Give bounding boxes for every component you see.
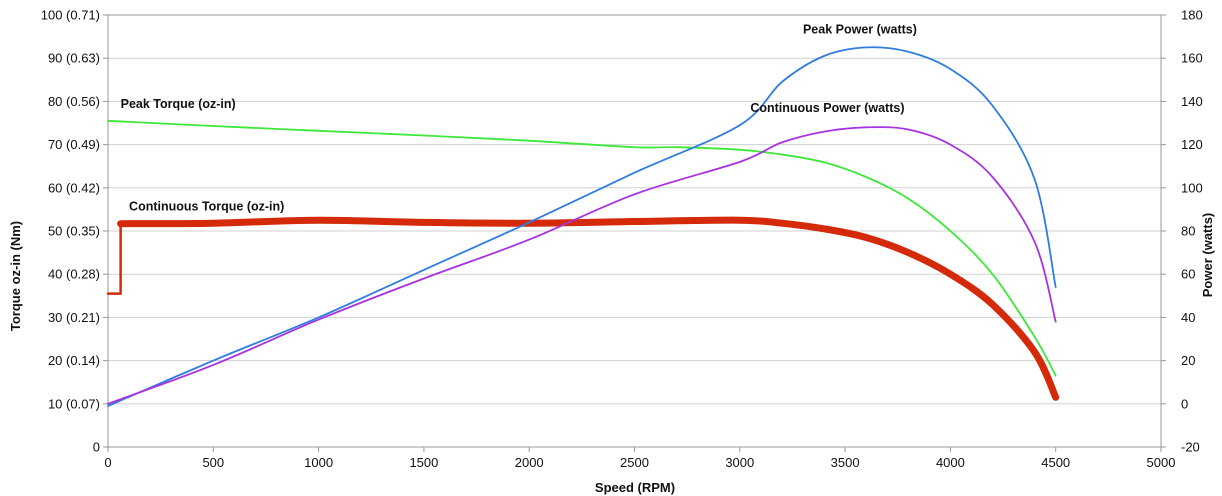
- left-tick-label: 50 (0.35): [48, 224, 100, 239]
- right-tick-label: 100: [1181, 180, 1203, 195]
- left-tick-label: 0: [93, 440, 100, 455]
- right-axis-ticks: -20 0 20 40 60 80 100 120 140 160 180: [1161, 8, 1203, 455]
- left-axis-ticks: 0 10 (0.07) 20 (0.14) 30 (0.21) 40 (0.28) 50 …: [41, 8, 108, 455]
- annotation-peak-torque-oz-in: Peak Torque (oz-in): [121, 97, 236, 111]
- x-tick-label: 0: [104, 455, 111, 470]
- left-tick-label: 10 (0.07): [48, 396, 100, 411]
- left-tick-label: 20 (0.14): [48, 353, 100, 368]
- x-tick-label: 2500: [620, 455, 649, 470]
- x-axis-title: Speed (RPM): [595, 480, 675, 495]
- series-annotations: Peak Torque (oz-in) Continuous Torque (oz…: [121, 23, 917, 214]
- x-tick-label: 1500: [409, 455, 438, 470]
- left-tick-label: 40 (0.28): [48, 267, 100, 282]
- series-lines: [106, 46, 1060, 407]
- left-tick-label: 30 (0.21): [48, 310, 100, 325]
- x-tick-label: 5000: [1147, 455, 1176, 470]
- right-tick-label: 0: [1181, 396, 1188, 411]
- series-line-continuous-torque-oz-in-step: [106, 221, 122, 295]
- left-tick-label: 80 (0.56): [48, 94, 100, 109]
- x-tick-label: 3000: [725, 455, 754, 470]
- annotation-continuous-torque-oz-in: Continuous Torque (oz-in): [129, 199, 284, 213]
- right-tick-label: 180: [1181, 8, 1203, 23]
- right-tick-label: 120: [1181, 137, 1203, 152]
- x-tick-label: 4000: [936, 455, 965, 470]
- annotation-continuous-power-watts: Continuous Power (watts): [750, 101, 904, 115]
- series-line-continuous-power-watts: [107, 126, 1057, 405]
- right-axis-title: Power (watts): [1200, 213, 1215, 298]
- x-tick-label: 1000: [304, 455, 333, 470]
- x-tick-label: 2000: [515, 455, 544, 470]
- x-tick-label: 4500: [1041, 455, 1070, 470]
- left-tick-label: 100 (0.71): [41, 8, 100, 23]
- left-tick-label: 70 (0.49): [48, 137, 100, 152]
- left-axis-title: Torque oz-in (Nm): [8, 221, 23, 331]
- x-tick-label: 3500: [831, 455, 860, 470]
- gridlines: [108, 14, 1161, 448]
- right-tick-label: 80: [1181, 224, 1195, 239]
- right-tick-label: 60: [1181, 267, 1195, 282]
- series-line-continuous-torque-oz-in: [117, 216, 1060, 401]
- x-axis-ticks: 0 500 1000 1500 2000 2500 3000 3500 4000 4500 5000: [104, 447, 1175, 470]
- left-tick-label: 60 (0.42): [48, 180, 100, 195]
- right-tick-label: 20: [1181, 353, 1195, 368]
- series-line-peak-torque-oz-in: [107, 119, 1057, 377]
- right-tick-label: 160: [1181, 51, 1203, 66]
- left-tick-label: 90 (0.63): [48, 51, 100, 66]
- x-tick-label: 500: [202, 455, 224, 470]
- annotation-peak-power-watts: Peak Power (watts): [803, 23, 917, 37]
- series-line-peak-power-watts: [107, 46, 1057, 407]
- right-tick-label: 40: [1181, 310, 1195, 325]
- right-tick-label: -20: [1181, 440, 1200, 455]
- right-tick-label: 140: [1181, 94, 1203, 109]
